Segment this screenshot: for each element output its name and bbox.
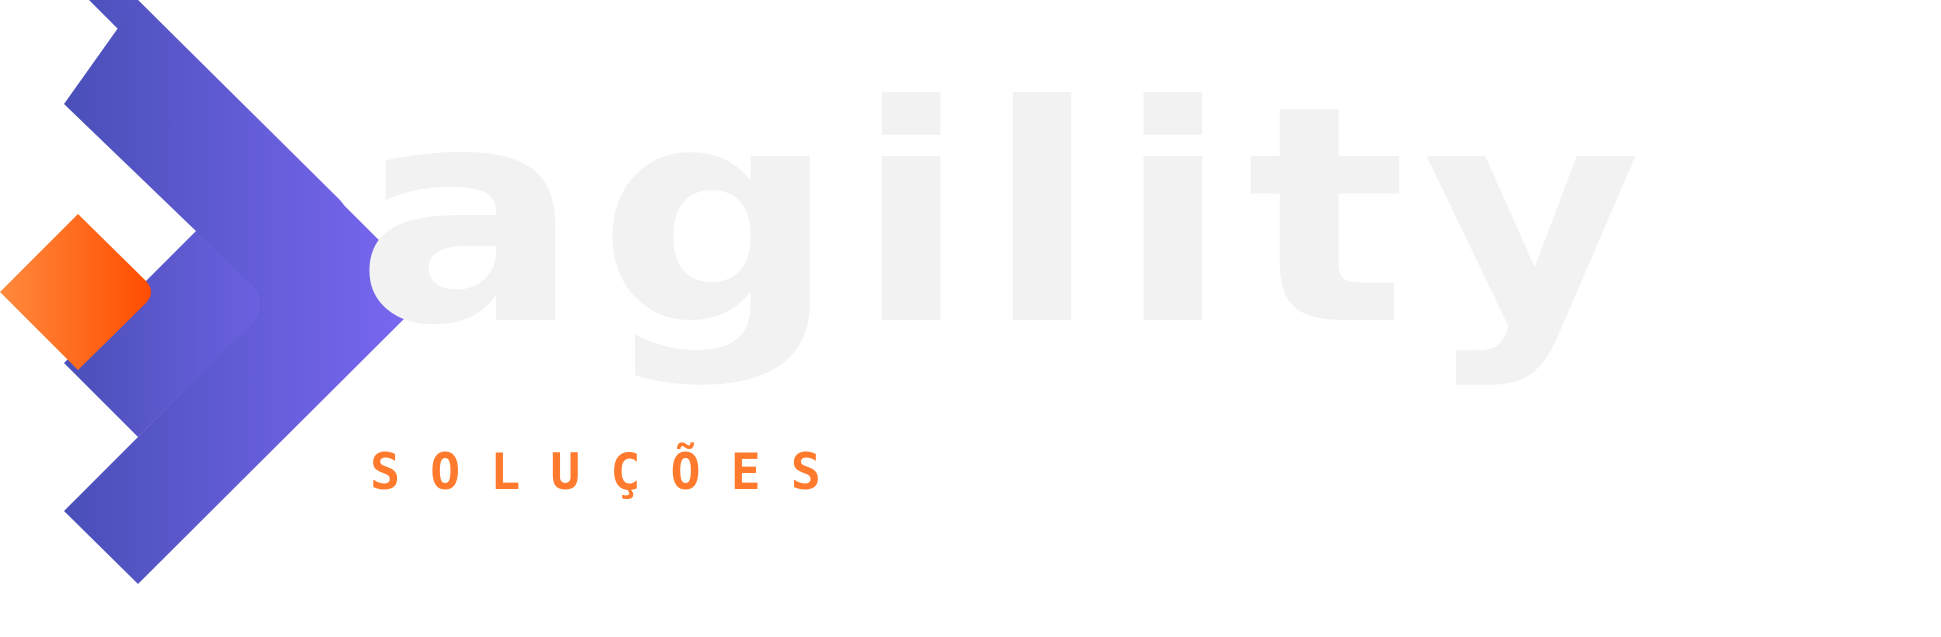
brand-tagline: SOLUÇÕES bbox=[370, 443, 851, 501]
chevron-shape bbox=[64, 0, 348, 437]
chevron-icon bbox=[64, 0, 418, 584]
diamond-icon bbox=[0, 214, 151, 370]
brand-wordmark: agility bbox=[355, 42, 1658, 391]
